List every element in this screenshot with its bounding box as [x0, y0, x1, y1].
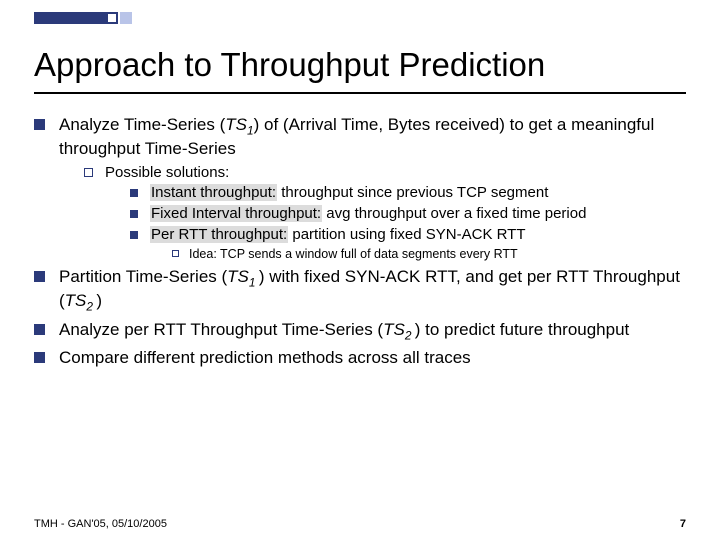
bullet-text: Fixed Interval throughput: avg throughpu… [150, 205, 686, 224]
bullet-level-3: Per RTT throughput: partition using fixe… [130, 226, 686, 245]
text-run: Analyze per RTT Throughput Time-Series ( [59, 320, 383, 339]
bullet-text: Analyze Time-Series (TS1) of (Arrival Ti… [59, 114, 686, 160]
text-italic: TS [383, 320, 405, 339]
bullet-level-4: Idea: TCP sends a window full of data se… [172, 247, 686, 263]
footer-left: TMH - GAN'05, 05/10/2005 [34, 518, 167, 530]
bullet-text: Compare different prediction methods acr… [59, 347, 686, 368]
bullet-level-1: Compare different prediction methods acr… [34, 347, 686, 368]
square-bullet-icon [34, 352, 45, 363]
square-bullet-icon [130, 231, 138, 239]
bullet-text: Partition Time-Series (TS1 ) with fixed … [59, 266, 686, 315]
square-bullet-icon [34, 119, 45, 130]
text-subscript: 1 [249, 276, 259, 290]
text-subscript: 2 [86, 300, 96, 314]
text-italic: TS [225, 115, 247, 134]
slide: Approach to Throughput Prediction Analyz… [0, 0, 720, 540]
slide-footer: TMH - GAN'05, 05/10/2005 7 [34, 518, 686, 530]
square-bullet-icon [130, 210, 138, 218]
text-run: ) to predict future throughput [415, 320, 630, 339]
bullet-text: Instant throughput: throughput since pre… [150, 184, 686, 203]
slide-body: Analyze Time-Series (TS1) of (Arrival Ti… [34, 114, 686, 368]
title-rule [34, 92, 686, 94]
text-run: throughput since previous TCP segment [277, 184, 548, 201]
accent-bar [34, 12, 106, 24]
square-bullet-icon [34, 271, 45, 282]
hollow-square-bullet-icon [172, 250, 179, 257]
bullet-level-1: Analyze Time-Series (TS1) of (Arrival Ti… [34, 114, 686, 160]
text-highlight: Fixed Interval throughput: [150, 205, 322, 222]
bullet-level-3: Fixed Interval throughput: avg throughpu… [130, 205, 686, 224]
hollow-square-bullet-icon [84, 168, 93, 177]
text-highlight: Per RTT throughput: [150, 226, 288, 243]
text-italic: TS [227, 267, 249, 286]
text-run: ) [96, 291, 102, 310]
bullet-text: Idea: TCP sends a window full of data se… [189, 247, 686, 263]
text-run: partition using fixed SYN-ACK RTT [288, 226, 525, 243]
text-run: Analyze Time-Series ( [59, 115, 225, 134]
bullet-text: Analyze per RTT Throughput Time-Series (… [59, 319, 686, 343]
page-number: 7 [680, 518, 686, 530]
accent-boxes [106, 12, 132, 24]
bullet-text: Possible solutions: [105, 164, 686, 183]
bullet-level-3: Instant throughput: throughput since pre… [130, 184, 686, 203]
accent-box-icon [120, 12, 132, 24]
text-highlight: Instant throughput: [150, 184, 277, 201]
text-subscript: 1 [247, 123, 254, 137]
text-italic: TS [65, 291, 87, 310]
bullet-text: Per RTT throughput: partition using fixe… [150, 226, 686, 245]
square-bullet-icon [130, 189, 138, 197]
bullet-level-2: Possible solutions: [84, 164, 686, 183]
slide-title: Approach to Throughput Prediction [34, 46, 686, 84]
text-subscript: 2 [405, 328, 415, 342]
text-run: avg throughput over a fixed time period [322, 205, 586, 222]
accent-box-icon [106, 12, 118, 24]
square-bullet-icon [34, 324, 45, 335]
bullet-level-1: Partition Time-Series (TS1 ) with fixed … [34, 266, 686, 315]
bullet-level-1: Analyze per RTT Throughput Time-Series (… [34, 319, 686, 343]
text-run: Partition Time-Series ( [59, 267, 227, 286]
